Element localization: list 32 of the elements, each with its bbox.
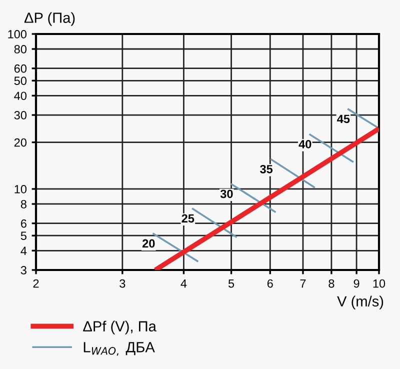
- x-tick-label: 7: [300, 279, 306, 288]
- x-tick-label: 8: [328, 279, 334, 288]
- x-tick-label: 3: [120, 279, 126, 288]
- y-tick-label: 100: [8, 30, 27, 38]
- y-tick-label: 20: [14, 138, 27, 147]
- y-tick-label: 40: [14, 92, 27, 100]
- annotation: 20: [142, 239, 155, 248]
- y-tick-label: 80: [14, 45, 27, 54]
- annotation: 25: [182, 214, 194, 223]
- y-tick-label: 8: [20, 200, 26, 208]
- x-tick-label: 6: [267, 279, 273, 288]
- y-tick-label: 5: [20, 232, 26, 240]
- annotation: 35: [260, 164, 273, 174]
- y-tick-label: 60: [14, 64, 27, 73]
- annotation: 40: [298, 140, 312, 148]
- x-tick-label: 5: [228, 279, 234, 288]
- legend-label: L$_{WAO,}$ ДБА: [84, 342, 155, 356]
- legend-label: ΔPf (V), Па: [83, 320, 156, 334]
- y-tick-label: 6: [21, 219, 26, 228]
- y-tick-label: 4: [20, 246, 27, 255]
- x-tick-label: 2: [33, 279, 39, 288]
- y-axis-title: ΔP (Па): [24, 12, 75, 26]
- annotation: 45: [337, 114, 350, 124]
- x-tick-label: 4: [180, 279, 187, 288]
- x-tick-label: 10: [373, 279, 386, 288]
- x-axis-title: V (m/s): [337, 296, 384, 310]
- y-tick-label: 10: [14, 184, 27, 194]
- y-tick-label: 50: [14, 76, 27, 86]
- annotation: 30: [220, 190, 233, 198]
- y-tick-label: 3: [20, 266, 26, 274]
- y-tick-label: 30: [14, 111, 27, 120]
- x-tick-label: 9: [354, 279, 360, 288]
